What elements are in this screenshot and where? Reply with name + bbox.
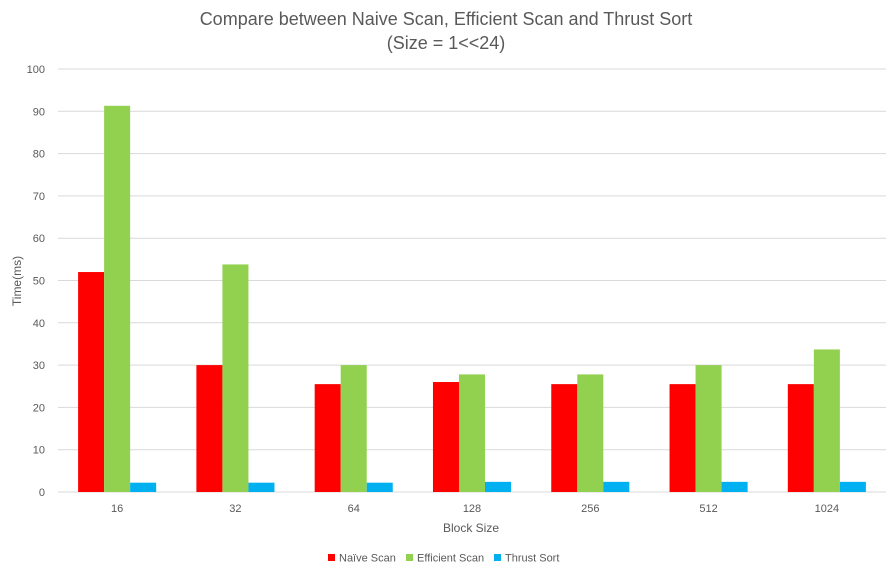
bar-na-ve-scan64	[314, 384, 341, 492]
bar-efficient-scan16	[104, 105, 131, 493]
bar-thrust-sort32	[248, 482, 275, 492]
y-tick-label: 70	[33, 191, 45, 203]
bar-na-ve-scan32	[196, 365, 223, 492]
bar-na-ve-scan128	[432, 382, 459, 492]
x-tick-label: 16	[111, 503, 123, 515]
y-tick-label: 20	[33, 402, 45, 414]
y-tick-label: 50	[33, 276, 45, 288]
bar-thrust-sort16	[130, 482, 157, 492]
bar-thrust-sort512	[721, 481, 748, 492]
legend-swatch	[406, 554, 413, 561]
x-tick-label: 512	[699, 503, 717, 515]
x-tick-label: 1024	[815, 503, 839, 515]
legend-swatch	[328, 554, 335, 561]
bar-efficient-scan64	[340, 365, 367, 492]
chart-title: Compare between Naive Scan, Efficient Sc…	[200, 9, 693, 29]
y-tick-label: 30	[33, 360, 45, 372]
bar-thrust-sort128	[485, 481, 512, 492]
bar-efficient-scan256	[577, 374, 604, 492]
x-tick-label: 256	[581, 503, 599, 515]
y-axis-ticks: 0 10 20 30 40 50 60 70 80 90 100	[27, 64, 45, 499]
gridlines	[58, 68, 886, 493]
legend-item: Thrust Sort	[494, 553, 559, 565]
y-axis-label: Time(ms)	[10, 256, 24, 306]
bar-na-ve-scan512	[669, 384, 696, 492]
x-tick-label: 32	[229, 503, 241, 515]
x-tick-label: 64	[348, 503, 360, 515]
bar-efficient-scan1024	[813, 349, 840, 492]
x-axis-ticks: 16 32 64 128 256 512 1024	[111, 503, 839, 515]
legend-label: Efficient Scan	[417, 553, 484, 565]
bars	[78, 105, 866, 493]
bar-thrust-sort64	[366, 482, 393, 492]
bar-efficient-scan32	[222, 264, 249, 492]
bar-thrust-sort256	[603, 481, 630, 492]
bar-na-ve-scan256	[551, 384, 578, 492]
x-axis-label: Block Size	[443, 521, 499, 535]
x-tick-label: 128	[463, 503, 481, 515]
bar-efficient-scan512	[695, 365, 722, 492]
legend-label: Naïve Scan	[339, 553, 396, 565]
y-tick-label: 80	[33, 149, 45, 161]
bar-na-ve-scan16	[78, 272, 105, 492]
y-tick-label: 0	[39, 487, 45, 499]
bar-efficient-scan128	[458, 374, 486, 492]
bar-thrust-sort1024	[839, 481, 866, 492]
y-tick-label: 90	[33, 106, 45, 118]
legend-item: Efficient Scan	[406, 553, 484, 565]
legend-swatch	[494, 554, 501, 561]
legend-label: Thrust Sort	[505, 553, 559, 565]
chart-subtitle: (Size = 1<<24)	[387, 33, 506, 53]
legend-item: Naïve Scan	[328, 553, 396, 565]
y-tick-label: 10	[33, 445, 45, 457]
legend: Naïve Scan Efficient Scan Thrust Sort	[328, 553, 559, 565]
y-tick-label: 100	[27, 64, 45, 76]
bar-na-ve-scan1024	[787, 384, 814, 492]
y-tick-label: 40	[33, 318, 45, 330]
y-tick-label: 60	[33, 233, 45, 245]
